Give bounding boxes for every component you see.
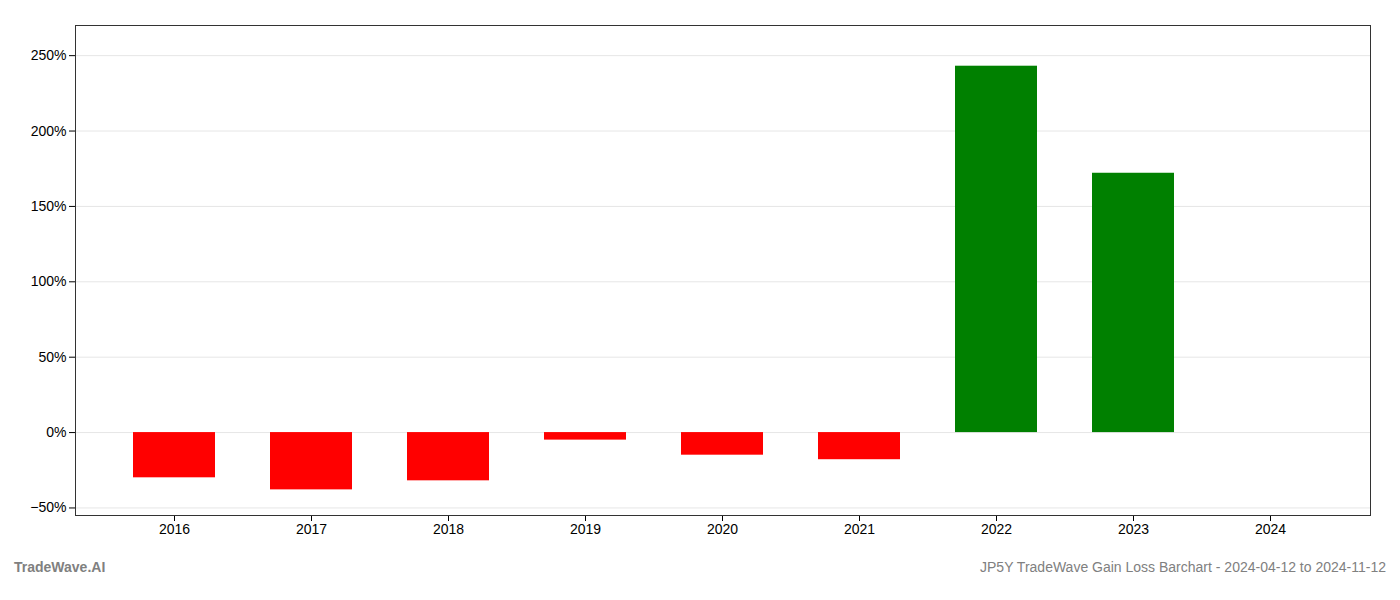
svg-text:2024: 2024: [1255, 521, 1286, 537]
svg-text:150%: 150%: [31, 198, 67, 214]
svg-text:0%: 0%: [46, 424, 66, 440]
svg-text:2021: 2021: [844, 521, 875, 537]
svg-text:2023: 2023: [1118, 521, 1149, 537]
svg-text:250%: 250%: [31, 47, 67, 63]
svg-text:50%: 50%: [38, 349, 66, 365]
svg-text:2018: 2018: [433, 521, 464, 537]
svg-text:200%: 200%: [31, 123, 67, 139]
html-text:TradeWave.AI: TradeWave.AI: [14, 559, 106, 575]
svg-text:−50%: −50%: [30, 499, 66, 515]
svg-text:2022: 2022: [981, 521, 1012, 537]
html-text:JP5Y TradeWave Gain Loss Barch: JP5Y TradeWave Gain Loss Barchart - 2024…: [980, 559, 1386, 575]
svg-text:2020: 2020: [707, 521, 738, 537]
svg-text:2016: 2016: [159, 521, 190, 537]
svg-text:2017: 2017: [296, 521, 327, 537]
svg-text:2019: 2019: [570, 521, 601, 537]
svg-text:100%: 100%: [31, 273, 67, 289]
